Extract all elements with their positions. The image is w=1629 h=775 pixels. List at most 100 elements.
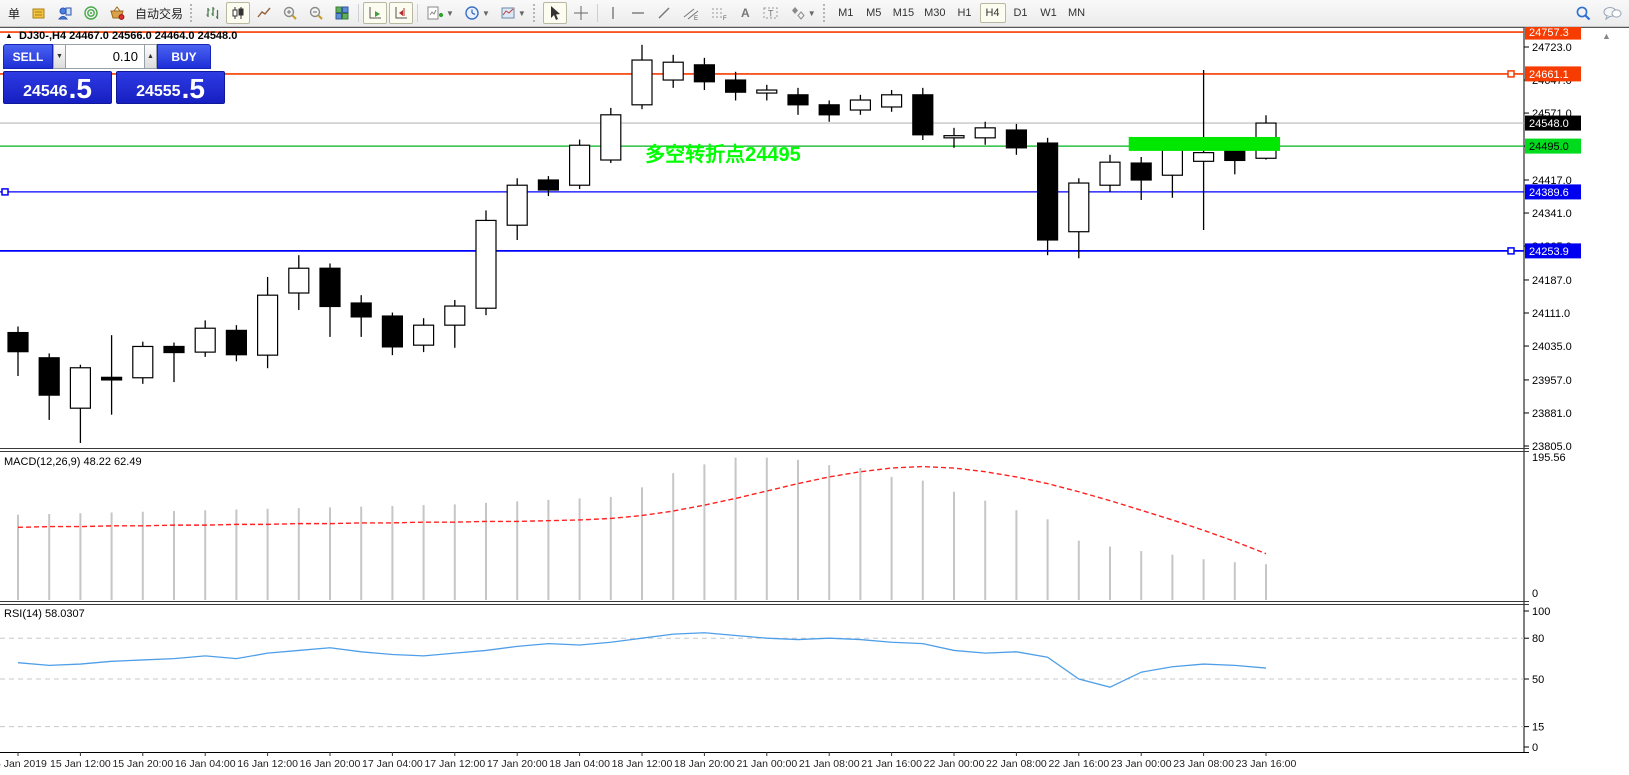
sell-button[interactable]: SELL bbox=[3, 44, 53, 69]
line-chart-icon[interactable] bbox=[252, 2, 276, 24]
equidistant-channel-icon[interactable]: E bbox=[678, 2, 704, 24]
rsi-axis-label: 100 bbox=[1532, 606, 1550, 618]
time-tick-label: 15 Jan 12:00 bbox=[50, 758, 111, 770]
new-order-button[interactable]: 单 bbox=[3, 2, 25, 24]
volume-increase-button[interactable]: ▲ bbox=[144, 44, 157, 69]
chart-ohlc-values: 24467.0 24566.0 24464.0 24548.0 bbox=[69, 30, 238, 42]
candle bbox=[194, 320, 216, 357]
chat-icon[interactable] bbox=[1598, 2, 1626, 24]
svg-text:24548.0: 24548.0 bbox=[1529, 118, 1569, 130]
indicators-icon[interactable]: ▼ bbox=[422, 2, 458, 24]
timeframe-M1[interactable]: M1 bbox=[838, 7, 854, 19]
templates-icon[interactable]: ▼ bbox=[496, 2, 530, 24]
toolbar-grip bbox=[822, 4, 830, 22]
chart-title: ▲ DJ30-,H4 24467.0 24566.0 24464.0 24548… bbox=[5, 30, 237, 42]
candle bbox=[381, 312, 403, 356]
time-tick-label: 22 Jan 16:00 bbox=[1048, 758, 1109, 770]
zoom-out-icon[interactable] bbox=[304, 2, 328, 24]
rsi-axis-label: 50 bbox=[1532, 674, 1544, 686]
time-tick-label: 16 Jan 20:00 bbox=[300, 758, 361, 770]
time-tick-label: 22 Jan 08:00 bbox=[986, 758, 1047, 770]
price-badge-24548.0: 24548.0 bbox=[1525, 115, 1581, 131]
highlight-rectangle[interactable] bbox=[1128, 136, 1281, 151]
market-icon[interactable] bbox=[105, 2, 129, 24]
history-center-icon[interactable] bbox=[27, 2, 51, 24]
candle bbox=[1099, 154, 1121, 193]
price-tick-label: 24111.0 bbox=[1532, 308, 1570, 320]
candle bbox=[1036, 137, 1059, 256]
cursor-icon[interactable] bbox=[542, 2, 567, 24]
rsi-pane[interactable]: 100 80 50 15 0 RSI(14) 58.0307 bbox=[0, 606, 1550, 754]
price-badge-24757.3: 24757.3 bbox=[1525, 27, 1581, 40]
buy-button[interactable]: BUY bbox=[157, 44, 211, 69]
volume-input[interactable]: 0.10 bbox=[66, 44, 144, 69]
candle bbox=[350, 295, 372, 337]
time-tick-label: 23 Jan 00:00 bbox=[1111, 758, 1172, 770]
candle bbox=[69, 364, 92, 443]
fibonacci-icon[interactable]: F bbox=[706, 2, 732, 24]
rsi-axis-label: 0 bbox=[1532, 742, 1538, 754]
candle bbox=[257, 276, 279, 369]
signals-icon[interactable] bbox=[79, 2, 103, 24]
zoom-in-icon[interactable] bbox=[278, 2, 302, 24]
macd-signal-line bbox=[17, 465, 1267, 555]
line-handle[interactable] bbox=[1507, 70, 1515, 78]
candle bbox=[319, 263, 341, 337]
timeframe-M5[interactable]: M5 bbox=[866, 7, 882, 19]
toolbar-separator bbox=[417, 4, 419, 22]
timeframe-MN[interactable]: MN bbox=[1067, 7, 1086, 19]
chart-shift-icon[interactable] bbox=[389, 2, 414, 24]
auto-scroll-icon[interactable] bbox=[363, 2, 388, 24]
timeframe-M30[interactable]: M30 bbox=[924, 7, 946, 19]
timeframe-D1[interactable]: D1 bbox=[1013, 7, 1028, 19]
time-tick-label: 16 Jan 04:00 bbox=[175, 758, 236, 770]
toolbar: 单 自动交易 bbox=[0, 0, 1629, 27]
svg-text:24495.0: 24495.0 bbox=[1529, 141, 1569, 153]
volume-decrease-button[interactable]: ▼ bbox=[53, 44, 66, 69]
community-icon[interactable] bbox=[53, 2, 77, 24]
candle bbox=[225, 325, 247, 362]
chart-annotation-text[interactable]: 多空转折点24495 bbox=[645, 142, 801, 166]
buy-price-display[interactable]: 24555 .5 bbox=[116, 71, 225, 104]
line-handle[interactable] bbox=[1, 188, 9, 196]
text-label-icon[interactable]: T bbox=[758, 2, 784, 24]
sell-price-display[interactable]: 24546 .5 bbox=[3, 71, 112, 104]
candlestick-chart-icon[interactable] bbox=[226, 2, 251, 24]
timeframe-M15[interactable]: M15 bbox=[892, 7, 915, 19]
line-handle[interactable] bbox=[1507, 247, 1515, 255]
macd-indicator-label: MACD(12,26,9) 48.22 62.49 bbox=[4, 456, 142, 468]
toolbar-separator bbox=[358, 4, 360, 22]
tile-windows-icon[interactable] bbox=[330, 2, 354, 24]
price-tick-label: 23881.0 bbox=[1532, 408, 1572, 420]
chart-canvas[interactable]: ▲多空转折点2449524723.024647.024571.024495.02… bbox=[0, 27, 1629, 775]
candle bbox=[506, 178, 528, 240]
rsi-axis-label: 15 bbox=[1532, 722, 1544, 734]
timeframe-H1[interactable]: H1 bbox=[957, 7, 972, 19]
search-icon[interactable] bbox=[1571, 2, 1596, 24]
rsi-axis-label: 80 bbox=[1532, 633, 1544, 645]
macd-scale-max: 195.56 bbox=[1532, 452, 1566, 464]
arrows-tool-icon[interactable]: ▼ bbox=[786, 2, 820, 24]
timeframe-W1[interactable]: W1 bbox=[1040, 7, 1057, 19]
timeframe-H4[interactable]: H4 bbox=[979, 3, 1006, 23]
sell-price-main: 24546 bbox=[23, 83, 68, 100]
macd-pane[interactable]: 195.56 0 MACD(12,26,9) 48.22 62.49 bbox=[4, 452, 1566, 600]
bar-chart-icon[interactable] bbox=[200, 2, 224, 24]
trendline-icon[interactable] bbox=[652, 2, 676, 24]
svg-text:F: F bbox=[723, 16, 727, 21]
time-tick-label: 22 Jan 00:00 bbox=[924, 758, 985, 770]
scroll-up-marker[interactable]: ▲ bbox=[1602, 31, 1611, 41]
autotrading-button[interactable]: 自动交易 bbox=[131, 2, 187, 24]
time-tick-label: 23 Jan 08:00 bbox=[1173, 758, 1234, 770]
candle bbox=[787, 87, 809, 115]
candle bbox=[1068, 178, 1090, 259]
text-icon[interactable]: A bbox=[734, 2, 756, 24]
periods-icon[interactable]: ▼ bbox=[460, 2, 494, 24]
rsi-indicator-label: RSI(14) 58.0307 bbox=[4, 608, 85, 620]
horizontal-line-icon[interactable] bbox=[626, 2, 650, 24]
one-click-trade-panel: SELL ▼ 0.10 ▲ BUY 24546 .5 24555 .5 bbox=[3, 44, 225, 104]
chevron-down-icon: ▼ bbox=[446, 8, 454, 18]
crosshair-icon[interactable] bbox=[569, 2, 593, 24]
vertical-line-icon[interactable] bbox=[602, 2, 624, 24]
